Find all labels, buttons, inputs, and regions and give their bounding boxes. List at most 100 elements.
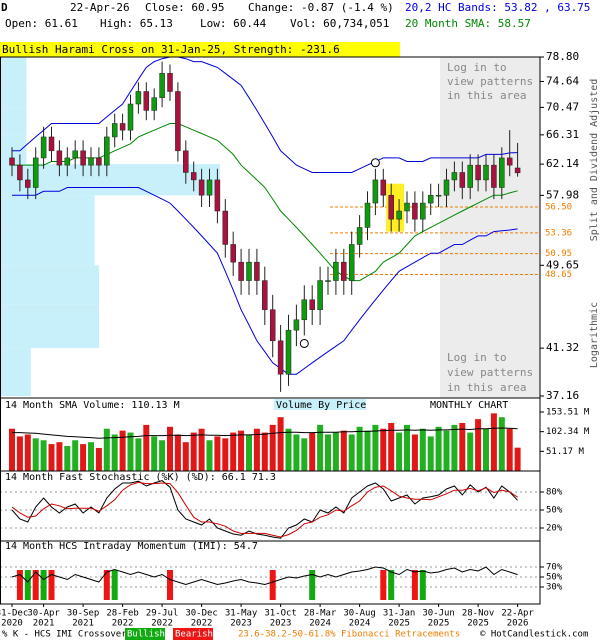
signal-bar bbox=[411, 570, 418, 600]
x-tick-label: 2025 bbox=[388, 619, 410, 629]
volume-bar bbox=[151, 436, 158, 471]
volume-bar bbox=[56, 442, 63, 471]
signal-bar bbox=[309, 570, 316, 600]
volume-bar bbox=[380, 428, 387, 471]
volume-bar bbox=[269, 424, 276, 471]
signal-bar bbox=[24, 570, 31, 600]
volume-bar bbox=[467, 432, 474, 471]
candle-body bbox=[499, 157, 505, 188]
volume-bar bbox=[246, 434, 252, 471]
candle-body bbox=[356, 227, 363, 245]
indicator-line bbox=[11, 480, 518, 539]
volume-bar bbox=[396, 432, 403, 471]
volume-bar bbox=[159, 440, 166, 471]
candle-body bbox=[104, 136, 110, 166]
volume-by-price-bar bbox=[0, 81, 27, 108]
volume-bar bbox=[419, 428, 426, 471]
volume-bar bbox=[119, 430, 126, 471]
candle-body bbox=[246, 261, 252, 281]
signal-bar bbox=[380, 570, 387, 600]
x-tick-label: 2023 bbox=[270, 619, 292, 629]
y-tick-label: 51.17 M bbox=[546, 447, 585, 457]
candle-body bbox=[293, 319, 300, 331]
volume-bar bbox=[80, 444, 87, 471]
signal-bar bbox=[48, 570, 55, 600]
volume-bar bbox=[24, 434, 31, 471]
candle-body bbox=[80, 150, 86, 166]
fib-label: 50.95 bbox=[545, 249, 572, 259]
x-tick-label: 30-Apr bbox=[27, 609, 60, 619]
volume-bar bbox=[16, 436, 23, 471]
volume: Vol: 60,734,051 bbox=[290, 17, 389, 30]
signal-bar bbox=[40, 570, 47, 600]
volume-bar bbox=[190, 432, 197, 471]
volume-by-price-bar bbox=[0, 195, 95, 230]
volume-bar bbox=[411, 434, 418, 471]
candle-body bbox=[388, 194, 394, 220]
volume-bar bbox=[238, 430, 245, 471]
login-shade bbox=[440, 57, 540, 398]
date: 22-Apr-26 bbox=[70, 1, 130, 14]
legend-entry: 20,2 HC Bands: 53.82 , 63.75 bbox=[405, 1, 590, 14]
candle-body bbox=[167, 73, 173, 92]
volume-bar bbox=[143, 424, 150, 471]
volume-bar bbox=[174, 434, 181, 471]
candle-body bbox=[451, 172, 458, 181]
volume-bar bbox=[285, 428, 292, 471]
x-tick-label: 2024 bbox=[309, 619, 331, 629]
candle-body bbox=[396, 210, 402, 220]
x-tick-label: 2024 bbox=[349, 619, 371, 629]
copyright: © HotCandlestick.com bbox=[480, 630, 588, 640]
indicator-line bbox=[11, 481, 518, 538]
volume-bar bbox=[40, 440, 47, 471]
y-tick-label: 37.16 bbox=[546, 389, 579, 402]
fib-label: 53.36 bbox=[545, 228, 572, 238]
candle-body bbox=[269, 309, 276, 342]
x-tick-label: 30-Aug bbox=[343, 609, 376, 619]
candle-body bbox=[25, 179, 31, 188]
candle-body bbox=[435, 194, 442, 197]
volume-bar bbox=[135, 438, 142, 471]
candle-body bbox=[483, 164, 489, 181]
volume-by-price-bar bbox=[0, 107, 27, 135]
y-tick-label: 70% bbox=[546, 563, 563, 573]
volume-bar bbox=[253, 428, 260, 471]
volume-bar bbox=[88, 442, 94, 471]
fib-legend: 23.6-38.2-50-61.8% Fibonacci Retracement… bbox=[238, 630, 460, 640]
candle-body bbox=[190, 172, 197, 181]
volume-bar bbox=[332, 432, 339, 471]
candle-body bbox=[459, 172, 466, 188]
candle-body bbox=[262, 280, 268, 310]
panel-note: MONTHLY CHART bbox=[430, 400, 508, 411]
overlay-line bbox=[12, 56, 518, 173]
x-tick-label: 30-Dec bbox=[185, 609, 218, 619]
candle-body bbox=[230, 244, 236, 263]
x-tick-label: 2022 bbox=[112, 619, 134, 629]
pattern-marker bbox=[370, 158, 380, 168]
volume-bar bbox=[317, 424, 324, 471]
candle-body bbox=[72, 150, 78, 159]
volume-bar bbox=[293, 434, 300, 471]
signal-bar bbox=[419, 570, 426, 600]
volume-bar bbox=[404, 424, 410, 471]
volume-bar bbox=[111, 434, 118, 471]
symbol: D bbox=[1, 1, 8, 14]
indicator-line bbox=[11, 566, 518, 586]
volume-bar bbox=[348, 434, 355, 471]
y-tick-label: 70.47 bbox=[546, 100, 579, 113]
volume-by-price-label: Volume By Price bbox=[276, 400, 366, 411]
x-tick-label: 31-Dec bbox=[0, 609, 28, 619]
volume-bar bbox=[301, 438, 308, 471]
candle-body bbox=[222, 210, 229, 245]
volume-by-price-bar bbox=[0, 348, 31, 396]
signal-bar bbox=[16, 570, 23, 600]
x-tick-label: 30-Jun bbox=[422, 609, 455, 619]
signal-legend-swatch bbox=[173, 628, 213, 640]
candle-body bbox=[135, 91, 142, 105]
change: Change: -0.87 (-1.4 %) bbox=[248, 1, 394, 14]
y-tick-label: 41.32 bbox=[546, 341, 579, 354]
candle-body bbox=[491, 164, 497, 188]
login-note: view patterns bbox=[447, 75, 533, 88]
login-note: Log in to bbox=[447, 351, 507, 364]
